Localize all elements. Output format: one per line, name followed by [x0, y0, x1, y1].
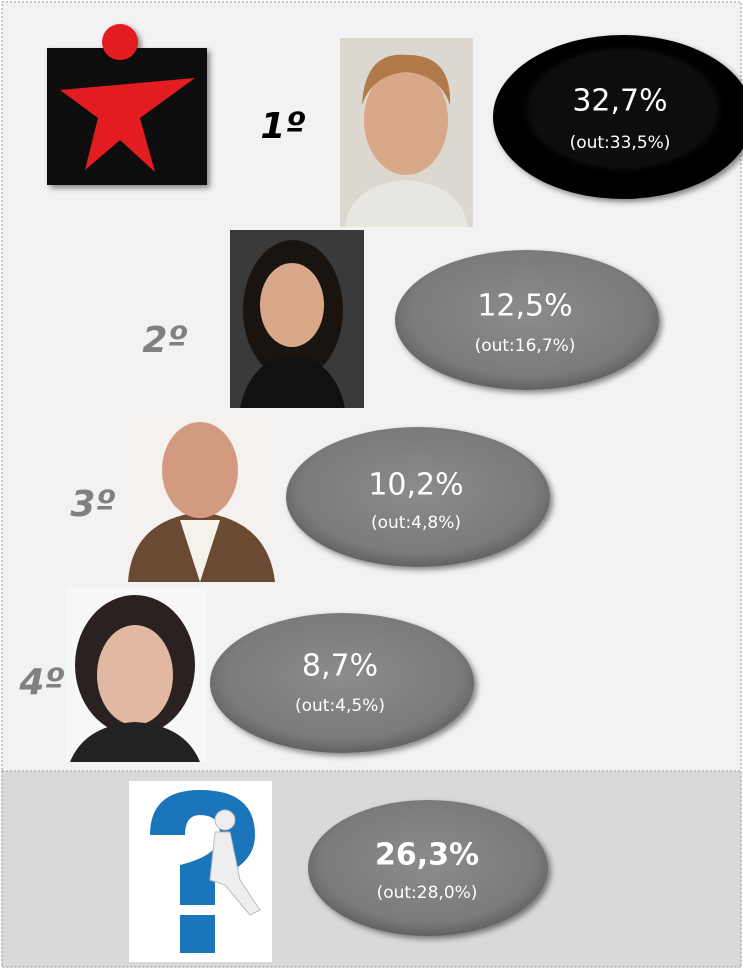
share: 8,7% — [302, 649, 378, 684]
share: 26,3% — [375, 838, 479, 873]
out-share: (out:4,8%) — [371, 513, 461, 533]
result-bubble — [286, 427, 550, 567]
rank: 1º — [260, 106, 305, 147]
result-bubble — [308, 800, 548, 936]
candidate-photo-2 — [230, 230, 364, 408]
out-share: (out:4,5%) — [295, 696, 385, 716]
out-share: (out:28,0%) — [377, 883, 478, 903]
share: 10,2% — [368, 468, 463, 503]
out-share: (out:33,5%) — [570, 133, 671, 153]
share: 12,5% — [477, 289, 572, 324]
candidate-photo-4 — [66, 588, 207, 762]
rank: 2º — [142, 320, 187, 361]
candidate-photo-3 — [128, 415, 275, 582]
candidate-photo-1 — [340, 38, 473, 227]
question-icon — [129, 781, 272, 962]
out-share: (out:16,7%) — [475, 336, 576, 356]
result-bubble — [493, 35, 743, 199]
result-bubble — [395, 250, 659, 390]
share: 32,7% — [572, 84, 667, 119]
party-logo — [47, 24, 207, 185]
result-bubble — [210, 613, 474, 753]
rank: 4º — [18, 662, 64, 703]
rank: 3º — [70, 484, 115, 525]
